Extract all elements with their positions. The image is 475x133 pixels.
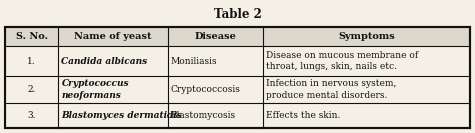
- Text: Symptoms: Symptoms: [338, 32, 395, 41]
- Text: Blastomyces dermatidis: Blastomyces dermatidis: [61, 111, 182, 120]
- Text: Cryptococcosis: Cryptococcosis: [171, 85, 241, 94]
- Text: 1.: 1.: [28, 57, 36, 65]
- Text: Moniliasis: Moniliasis: [171, 57, 218, 65]
- Text: Effects the skin.: Effects the skin.: [266, 111, 341, 120]
- Text: 2.: 2.: [28, 85, 36, 94]
- Text: Blastomycosis: Blastomycosis: [171, 111, 236, 120]
- Text: 3.: 3.: [28, 111, 36, 120]
- Text: Infection in nervous system,
produce mental disorders.: Infection in nervous system, produce men…: [266, 79, 397, 100]
- Text: Disease on mucous membrane of
throat, lungs, skin, nails etc.: Disease on mucous membrane of throat, lu…: [266, 51, 418, 71]
- Text: S. No.: S. No.: [16, 32, 48, 41]
- Bar: [5, 27, 470, 128]
- Text: Name of yeast: Name of yeast: [75, 32, 152, 41]
- Bar: [5, 27, 470, 46]
- Text: Candida albicans: Candida albicans: [61, 57, 148, 65]
- Text: Cryptococcus
neoformans: Cryptococcus neoformans: [61, 79, 129, 100]
- Text: Table 2: Table 2: [214, 7, 261, 20]
- Text: Disease: Disease: [194, 32, 237, 41]
- Bar: [5, 27, 470, 128]
